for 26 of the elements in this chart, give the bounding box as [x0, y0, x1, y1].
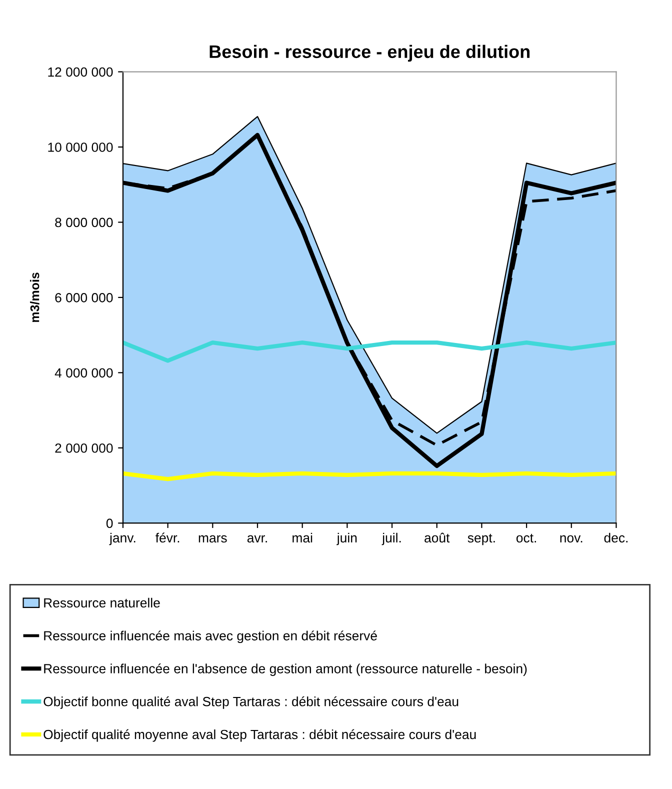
- x-tick-label: juil.: [382, 532, 401, 546]
- x-tick-label: janv.: [109, 532, 136, 546]
- y-axis-title: m3/mois: [30, 272, 40, 322]
- x-tick-label: avr.: [247, 535, 267, 543]
- x-tick-label: sept.: [468, 534, 495, 546]
- x-tick-label: mai: [292, 532, 312, 543]
- legend-label: Ressource influencée en l'absence de gestion amont (ressource naturelle - besoin): [44, 664, 527, 676]
- y-tick-label: 0: [106, 518, 113, 528]
- x-tick-label: févr.: [156, 532, 180, 543]
- x-tick-label: juin: [336, 532, 357, 546]
- legend-label: Ressource naturelle: [44, 598, 160, 608]
- legend-label: Objectif qualité moyenne aval Step Tartaras : débit nécessaire cours d'eau: [44, 729, 476, 742]
- legend-label: Objectif bonne qualité aval Step Tartaras : débit nécessaire cours d'eau: [44, 696, 458, 709]
- x-tick-label: nov.: [560, 535, 582, 543]
- y-tick-label: 4 000 000: [54, 368, 113, 378]
- x-tick-label: août: [424, 532, 450, 543]
- x-tick-label: mars: [198, 535, 227, 543]
- y-tick-label: 12 000 000: [48, 67, 113, 77]
- x-tick-label: oct.: [516, 534, 536, 543]
- x-tick-label: dec.: [604, 532, 628, 543]
- y-tick-label: 10 000 000: [48, 142, 113, 152]
- y-tick-label: 2 000 000: [55, 443, 113, 453]
- legend-label: Ressource influencée mais avec gestion en débit réservé: [44, 630, 377, 644]
- y-tick-label: 8 000 000: [55, 218, 113, 228]
- y-tick-label: 6 000 000: [55, 293, 113, 302]
- chart-title: Besoin - ressource - enjeu de dilution: [210, 44, 530, 62]
